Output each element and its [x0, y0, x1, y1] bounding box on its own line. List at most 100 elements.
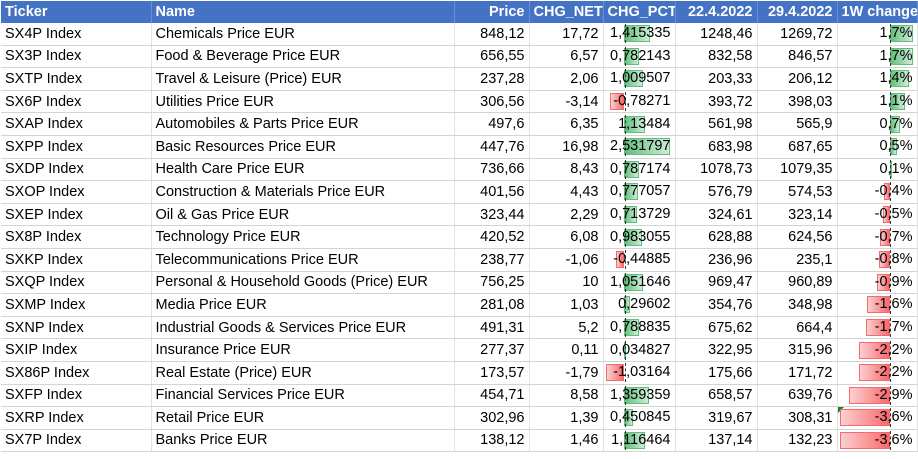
date-2-cell[interactable]: 624,56: [757, 225, 838, 249]
price-cell[interactable]: 306,56: [454, 90, 530, 114]
chg-net-cell[interactable]: 1,39: [529, 406, 604, 430]
chg-net-cell[interactable]: -1,79: [529, 361, 604, 385]
date-1-cell[interactable]: 683,98: [675, 135, 758, 159]
chg-pct-cell[interactable]: 0,29602: [603, 293, 676, 317]
date-2-cell[interactable]: 235,1: [757, 248, 838, 272]
ticker-cell[interactable]: SXFP Index: [1, 384, 152, 408]
price-cell[interactable]: 848,12: [454, 23, 530, 46]
chg-net-cell[interactable]: 1,03: [529, 293, 604, 317]
date-1-cell[interactable]: 236,96: [675, 248, 758, 272]
name-cell[interactable]: Insurance Price EUR: [151, 338, 455, 362]
name-cell[interactable]: Retail Price EUR: [151, 406, 455, 430]
price-cell[interactable]: 656,55: [454, 45, 530, 69]
name-cell[interactable]: Chemicals Price EUR: [151, 23, 455, 46]
chg-pct-cell[interactable]: 2,531797: [603, 135, 676, 159]
date-1-cell[interactable]: 322,95: [675, 338, 758, 362]
header-date-1[interactable]: 22.4.2022: [675, 1, 758, 23]
price-cell[interactable]: 420,52: [454, 225, 530, 249]
price-cell[interactable]: 281,08: [454, 293, 530, 317]
date-2-cell[interactable]: 323,14: [757, 203, 838, 227]
price-cell[interactable]: 497,6: [454, 112, 530, 136]
chg-net-cell[interactable]: -1,06: [529, 248, 604, 272]
price-cell[interactable]: 401,56: [454, 180, 530, 204]
chg-pct-cell[interactable]: 1,051646: [603, 271, 676, 295]
price-cell[interactable]: 238,77: [454, 248, 530, 272]
date-1-cell[interactable]: 969,47: [675, 271, 758, 295]
date-2-cell[interactable]: 171,72: [757, 361, 838, 385]
price-cell[interactable]: 756,25: [454, 271, 530, 295]
1w-change-cell[interactable]: 1,7%: [837, 45, 918, 69]
price-cell[interactable]: 138,12: [454, 429, 530, 453]
1w-change-cell[interactable]: -2,9%: [837, 384, 918, 408]
1w-change-cell[interactable]: 1,1%: [837, 90, 918, 114]
date-1-cell[interactable]: 628,88: [675, 225, 758, 249]
chg-pct-cell[interactable]: 1,359359: [603, 384, 676, 408]
1w-change-cell[interactable]: -0,4%: [837, 180, 918, 204]
ticker-cell[interactable]: SXAP Index: [1, 112, 152, 136]
chg-pct-cell[interactable]: 0,782143: [603, 45, 676, 69]
name-cell[interactable]: Financial Services Price EUR: [151, 384, 455, 408]
chg-net-cell[interactable]: 6,08: [529, 225, 604, 249]
ticker-cell[interactable]: SX86P Index: [1, 361, 152, 385]
chg-pct-cell[interactable]: 1,009507: [603, 67, 676, 91]
chg-net-cell[interactable]: 6,35: [529, 112, 604, 136]
1w-change-cell[interactable]: 0,5%: [837, 135, 918, 159]
1w-change-cell[interactable]: -1,7%: [837, 316, 918, 340]
date-1-cell[interactable]: 576,79: [675, 180, 758, 204]
date-2-cell[interactable]: 315,96: [757, 338, 838, 362]
header-date-2[interactable]: 29.4.2022: [757, 1, 838, 23]
date-2-cell[interactable]: 574,53: [757, 180, 838, 204]
ticker-cell[interactable]: SX3P Index: [1, 45, 152, 69]
chg-net-cell[interactable]: 17,72: [529, 23, 604, 46]
date-2-cell[interactable]: 1079,35: [757, 158, 838, 182]
chg-net-cell[interactable]: 2,06: [529, 67, 604, 91]
chg-pct-cell[interactable]: 0,983055: [603, 225, 676, 249]
1w-change-cell[interactable]: 1,7%: [837, 23, 918, 46]
1w-change-cell[interactable]: -0,8%: [837, 248, 918, 272]
header-ticker[interactable]: Ticker: [1, 1, 152, 23]
price-cell[interactable]: 323,44: [454, 203, 530, 227]
price-cell[interactable]: 237,28: [454, 67, 530, 91]
ticker-cell[interactable]: SXDP Index: [1, 158, 152, 182]
date-1-cell[interactable]: 175,66: [675, 361, 758, 385]
price-cell[interactable]: 447,76: [454, 135, 530, 159]
price-cell[interactable]: 736,66: [454, 158, 530, 182]
ticker-cell[interactable]: SXEP Index: [1, 203, 152, 227]
date-1-cell[interactable]: 561,98: [675, 112, 758, 136]
chg-pct-cell[interactable]: 0,788835: [603, 316, 676, 340]
chg-pct-cell[interactable]: 1,116464: [603, 429, 676, 453]
date-1-cell[interactable]: 319,67: [675, 406, 758, 430]
ticker-cell[interactable]: SX8P Index: [1, 225, 152, 249]
ticker-cell[interactable]: SXMP Index: [1, 293, 152, 317]
name-cell[interactable]: Health Care Price EUR: [151, 158, 455, 182]
name-cell[interactable]: Food & Beverage Price EUR: [151, 45, 455, 69]
date-2-cell[interactable]: 132,23: [757, 429, 838, 453]
date-2-cell[interactable]: 846,57: [757, 45, 838, 69]
1w-change-cell[interactable]: -0,9%: [837, 271, 918, 295]
date-1-cell[interactable]: 658,57: [675, 384, 758, 408]
date-1-cell[interactable]: 393,72: [675, 90, 758, 114]
header-chg-pct[interactable]: CHG_PCT_: [603, 1, 676, 23]
price-cell[interactable]: 302,96: [454, 406, 530, 430]
name-cell[interactable]: Technology Price EUR: [151, 225, 455, 249]
1w-change-cell[interactable]: -0,5%: [837, 203, 918, 227]
chg-net-cell[interactable]: 8,43: [529, 158, 604, 182]
name-cell[interactable]: Utilities Price EUR: [151, 90, 455, 114]
chg-net-cell[interactable]: -3,14: [529, 90, 604, 114]
name-cell[interactable]: Industrial Goods & Services Price EUR: [151, 316, 455, 340]
chg-pct-cell[interactable]: -0,78271: [603, 90, 676, 114]
1w-change-cell[interactable]: 0,7%: [837, 112, 918, 136]
header-1w-change[interactable]: 1W change: [837, 1, 918, 23]
date-1-cell[interactable]: 675,62: [675, 316, 758, 340]
header-chg-net[interactable]: CHG_NET_: [529, 1, 604, 23]
header-name[interactable]: Name: [151, 1, 455, 23]
date-1-cell[interactable]: 1078,73: [675, 158, 758, 182]
chg-pct-cell[interactable]: 0,450845: [603, 406, 676, 430]
date-2-cell[interactable]: 687,65: [757, 135, 838, 159]
ticker-cell[interactable]: SX6P Index: [1, 90, 152, 114]
ticker-cell[interactable]: SXQP Index: [1, 271, 152, 295]
chg-net-cell[interactable]: 1,46: [529, 429, 604, 453]
chg-net-cell[interactable]: 4,43: [529, 180, 604, 204]
name-cell[interactable]: Media Price EUR: [151, 293, 455, 317]
date-2-cell[interactable]: 308,31: [757, 406, 838, 430]
